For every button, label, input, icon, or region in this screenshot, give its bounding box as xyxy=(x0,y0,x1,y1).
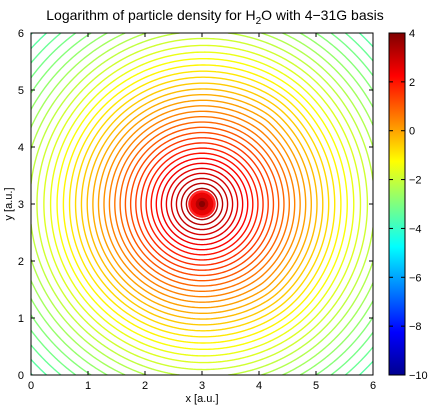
contour-line xyxy=(92,93,312,315)
contour-line xyxy=(150,152,254,256)
colorbar-tick-label: 4 xyxy=(409,28,415,40)
chart-title-suffix: O with 4−31G basis xyxy=(261,7,384,23)
contour-line xyxy=(140,142,264,266)
y-axis-label: y [a.u.] xyxy=(3,187,15,220)
y-tick-label: 6 xyxy=(18,28,24,40)
contour-lines xyxy=(31,33,373,375)
x-tick-label: 3 xyxy=(199,380,205,392)
contour-line xyxy=(108,110,296,298)
x-tick-label: 4 xyxy=(256,380,262,392)
x-tick-label: 1 xyxy=(85,380,91,392)
contour-line xyxy=(155,157,249,251)
contour-line xyxy=(86,88,318,320)
colorbar xyxy=(388,32,406,376)
y-tick-label: 3 xyxy=(18,199,24,211)
chart-title: Logarithm of particle density for H2O wi… xyxy=(46,7,383,27)
colorbar-ticks: 4 2 0 −2 −4 −6 −8 −10 xyxy=(389,28,428,382)
contour-line xyxy=(62,64,342,344)
colorbar-tick-label: −10 xyxy=(409,370,428,382)
contour-line xyxy=(31,33,373,375)
colorbar-tick-label: −8 xyxy=(409,321,422,333)
contour-line xyxy=(31,33,373,375)
contour-line xyxy=(31,33,373,375)
contour-line xyxy=(103,105,301,303)
x-tick-label: 2 xyxy=(142,380,148,392)
colorbar-tick-label: −2 xyxy=(409,175,422,187)
contour-line xyxy=(74,76,330,332)
contour-line xyxy=(97,99,307,309)
y-tick-label: 4 xyxy=(18,142,24,154)
contour-line xyxy=(145,147,259,261)
contour-line xyxy=(170,172,234,236)
x-axis-label: x [a.u.] xyxy=(185,393,218,405)
oxygen-core xyxy=(198,200,206,208)
contour-line xyxy=(135,137,269,271)
colorbar-tick-label: −6 xyxy=(409,272,422,284)
contour-line xyxy=(160,162,244,246)
colorbar-tick-label: −4 xyxy=(409,223,422,235)
x-tick-label: 6 xyxy=(370,380,376,392)
contour-line xyxy=(49,51,355,357)
contour-line xyxy=(80,82,324,326)
chart-title-prefix: Logarithm of particle density for H xyxy=(46,7,255,23)
contour-line xyxy=(56,57,348,351)
y-tick-label: 1 xyxy=(18,313,24,325)
colorbar-tick-label: 2 xyxy=(409,77,415,89)
x-tick-label: 0 xyxy=(28,380,34,392)
x-axis: 0 1 2 3 4 5 6 xyxy=(28,33,376,392)
x-tick-label: 5 xyxy=(313,380,319,392)
chart-title-subscript: 2 xyxy=(256,16,262,27)
y-tick-label: 5 xyxy=(18,85,24,97)
contour-line xyxy=(31,33,373,375)
contour-line xyxy=(114,115,291,293)
contour-line xyxy=(185,187,219,221)
contour-line xyxy=(175,177,229,231)
contour-line xyxy=(124,126,280,282)
contour-line xyxy=(31,33,373,375)
contour-line xyxy=(31,33,373,375)
contour-line xyxy=(43,44,362,364)
contour-line xyxy=(129,131,275,277)
contour-line xyxy=(31,33,373,375)
contour-line xyxy=(119,121,285,287)
y-axis: 0 1 2 3 4 5 6 xyxy=(18,28,373,382)
contour-line xyxy=(68,70,336,338)
y-tick-label: 0 xyxy=(18,370,24,382)
contour-line xyxy=(180,182,224,226)
colorbar-tick-label: 0 xyxy=(409,126,415,138)
contour-line xyxy=(36,37,369,371)
y-tick-label: 2 xyxy=(18,256,24,268)
contour-line xyxy=(165,167,239,241)
